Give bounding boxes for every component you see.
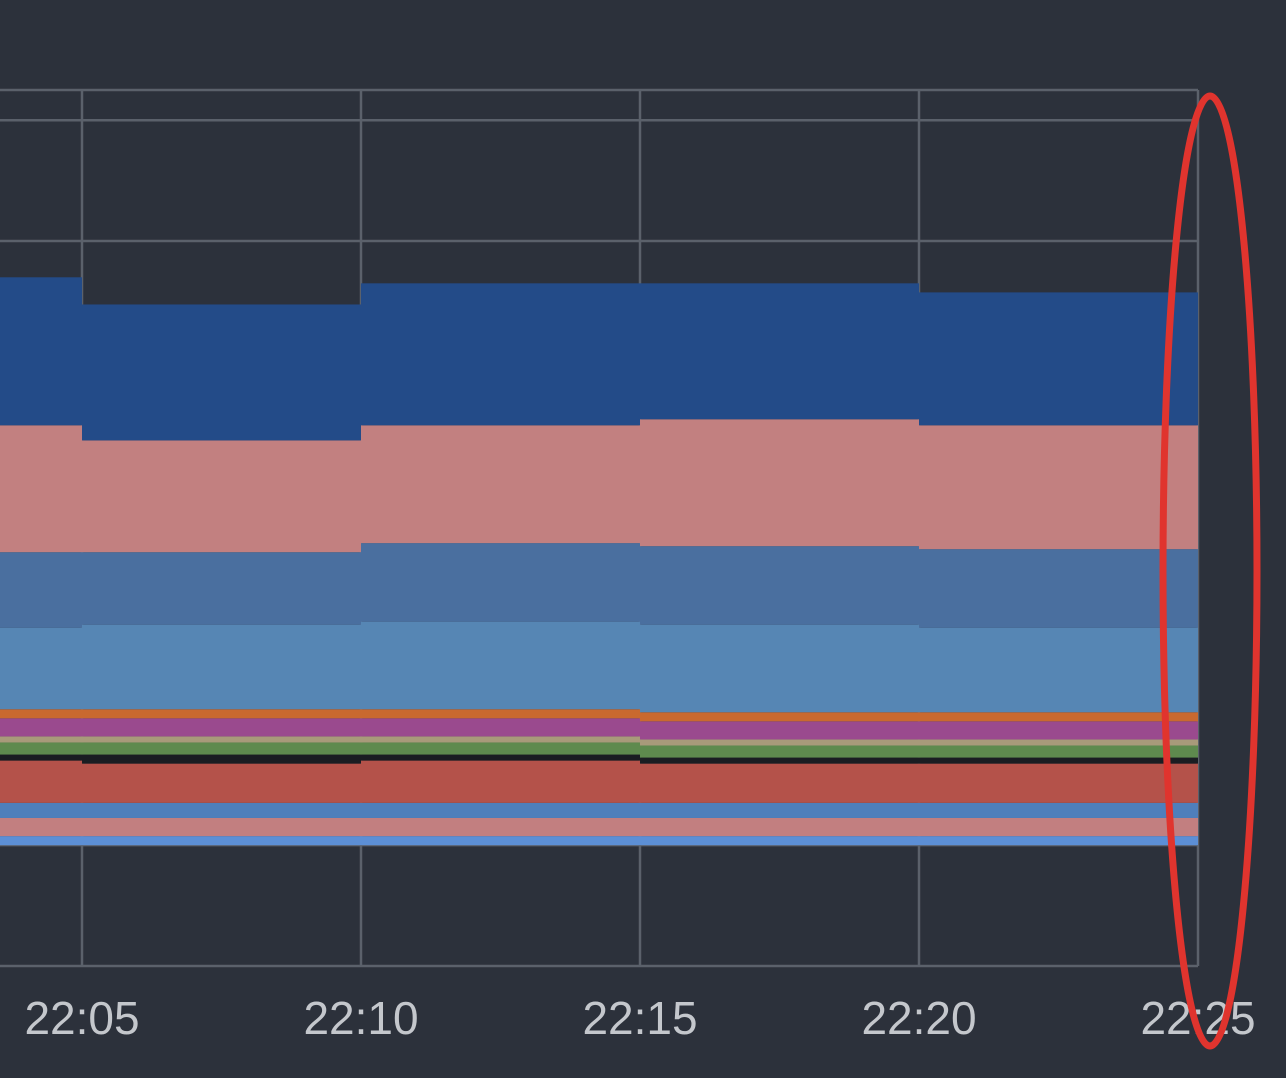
area-segment xyxy=(82,754,361,764)
area-segment xyxy=(640,624,919,713)
area-segment xyxy=(640,836,919,846)
area-segment xyxy=(82,552,361,625)
area-segment xyxy=(919,757,1198,764)
area-segment xyxy=(0,736,82,743)
area-segment xyxy=(82,736,361,743)
area-segment xyxy=(361,817,640,837)
area-segment xyxy=(640,721,919,740)
area-segment xyxy=(919,721,1198,740)
area-segment xyxy=(0,742,82,755)
area-segment xyxy=(0,425,82,553)
area-segment xyxy=(919,836,1198,846)
area-segment xyxy=(0,760,82,803)
annotation-ellipse xyxy=(1159,92,1261,1050)
area-segment xyxy=(640,817,919,837)
area-segment xyxy=(82,836,361,846)
area-segment xyxy=(361,736,640,743)
area-segment xyxy=(640,745,919,758)
x-tick-label: 22:10 xyxy=(303,992,418,1044)
area-segment xyxy=(0,277,82,426)
area-segment xyxy=(361,543,640,622)
area-segment xyxy=(82,304,361,441)
area-segment xyxy=(361,754,640,761)
area-segment xyxy=(0,754,82,761)
area-segment xyxy=(361,621,640,710)
area-segment xyxy=(361,425,640,544)
area-segment xyxy=(361,718,640,737)
area-segment xyxy=(640,283,919,420)
area-segment xyxy=(361,283,640,426)
area-segment xyxy=(0,836,82,846)
area-segment xyxy=(82,440,361,553)
area-segment xyxy=(361,742,640,755)
area-segment xyxy=(640,757,919,764)
area-segment xyxy=(0,802,82,818)
area-segment xyxy=(919,712,1198,722)
area-segment xyxy=(919,802,1198,818)
area-segment xyxy=(0,709,82,719)
x-tick-label: 22:20 xyxy=(861,992,976,1044)
area-segment xyxy=(919,739,1198,746)
area-segment xyxy=(82,742,361,755)
area-segment xyxy=(919,292,1198,426)
area-segment xyxy=(0,627,82,710)
x-axis: 22:05 22:10 22:15 22:20 22:25 xyxy=(24,992,1255,1044)
area-segment xyxy=(919,817,1198,837)
x-tick-label: 22:15 xyxy=(582,992,697,1044)
area-segment xyxy=(82,718,361,737)
area-segment xyxy=(919,549,1198,628)
annotation xyxy=(1159,92,1261,1050)
area-segment xyxy=(640,419,919,547)
area-segment xyxy=(640,802,919,818)
area-segment xyxy=(82,709,361,719)
area-segment xyxy=(82,624,361,710)
area-segment xyxy=(361,802,640,818)
area-segment xyxy=(919,763,1198,803)
area-segment xyxy=(640,712,919,722)
area-segment xyxy=(361,836,640,846)
area-segment xyxy=(82,802,361,818)
area-segment xyxy=(919,425,1198,550)
area-segment xyxy=(919,627,1198,713)
area-segment xyxy=(640,739,919,746)
series-layer xyxy=(0,277,1198,846)
area-segment xyxy=(361,760,640,803)
area-segment xyxy=(361,709,640,719)
area-segment xyxy=(82,817,361,837)
area-segment xyxy=(82,763,361,803)
x-tick-label: 22:05 xyxy=(24,992,139,1044)
area-segment xyxy=(0,817,82,837)
area-segment xyxy=(640,763,919,803)
area-segment xyxy=(0,718,82,737)
area-segment xyxy=(919,745,1198,758)
area-segment xyxy=(640,546,919,625)
area-segment xyxy=(0,552,82,628)
